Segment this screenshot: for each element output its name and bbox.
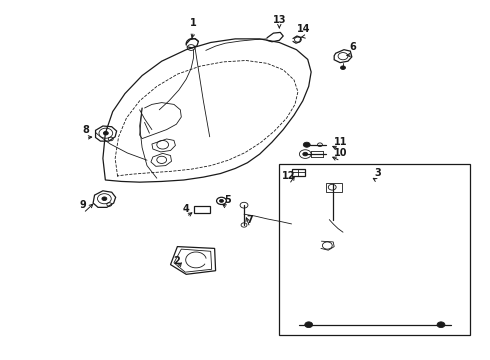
Text: 8: 8: [82, 125, 89, 135]
Text: 3: 3: [374, 168, 381, 178]
Text: 4: 4: [183, 204, 190, 214]
Text: 11: 11: [334, 137, 347, 147]
Text: 2: 2: [173, 256, 180, 266]
Text: 13: 13: [272, 15, 286, 25]
Text: 6: 6: [349, 42, 356, 52]
Text: 7: 7: [246, 215, 253, 225]
Text: 14: 14: [297, 24, 311, 34]
Text: 5: 5: [224, 195, 231, 205]
Circle shape: [341, 66, 345, 69]
Circle shape: [102, 197, 107, 201]
Text: 12: 12: [282, 171, 296, 181]
Circle shape: [303, 152, 308, 156]
Circle shape: [303, 142, 310, 147]
Circle shape: [220, 199, 223, 202]
Text: 1: 1: [190, 18, 197, 28]
Circle shape: [103, 131, 108, 135]
Circle shape: [305, 322, 313, 328]
Text: 9: 9: [80, 200, 87, 210]
Circle shape: [437, 322, 445, 328]
Text: 10: 10: [334, 148, 347, 158]
